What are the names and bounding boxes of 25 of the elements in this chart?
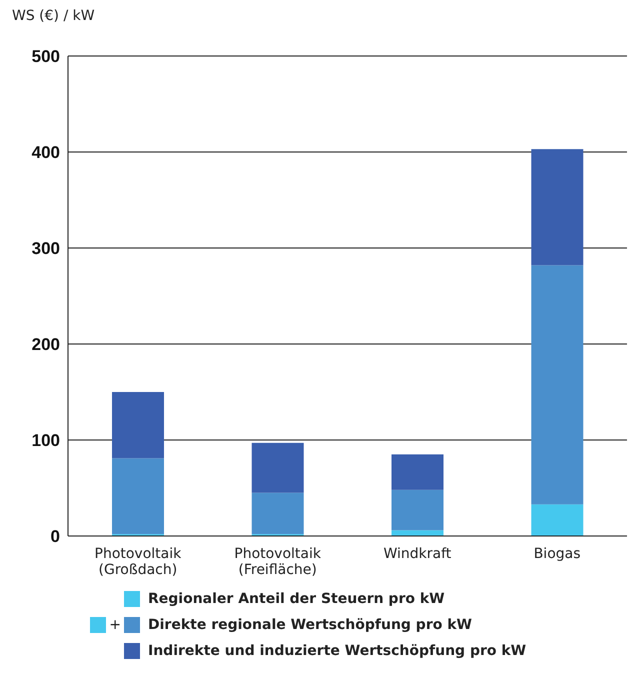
y-tick-label: 100 [32, 431, 60, 450]
x-tick-label: Photovoltaik (Freifläche) [234, 546, 322, 578]
x-tick-label: Windkraft [383, 546, 452, 562]
y-tick-label: 400 [32, 143, 60, 162]
x-tick-label: Photovoltaik (Großdach) [94, 546, 182, 578]
y-tick-label: 300 [32, 239, 60, 258]
y-tick-label: 200 [32, 335, 60, 354]
bar [392, 454, 444, 490]
legend-label: Regionaler Anteil der Steuern pro kW [148, 591, 445, 607]
bar [392, 530, 444, 536]
text: + [109, 617, 121, 633]
y-axis-title: WS (€) / kW [11, 8, 96, 26]
bar [531, 504, 584, 536]
bar [252, 492, 304, 534]
bar [531, 265, 584, 504]
bar [531, 149, 584, 266]
x-tick-label: Biogas [534, 546, 581, 562]
legend-label: Indirekte und induzierte Wertschöpfung pro kW [148, 643, 526, 659]
y-tick-label: 500 [32, 47, 60, 66]
legend-label: Direkte regionale Wertschöpfung pro kW [148, 617, 472, 633]
y-tick-label: 0 [50, 527, 60, 546]
bar [112, 392, 164, 458]
bar [252, 442, 304, 493]
bar [112, 458, 164, 534]
bar [392, 490, 444, 530]
